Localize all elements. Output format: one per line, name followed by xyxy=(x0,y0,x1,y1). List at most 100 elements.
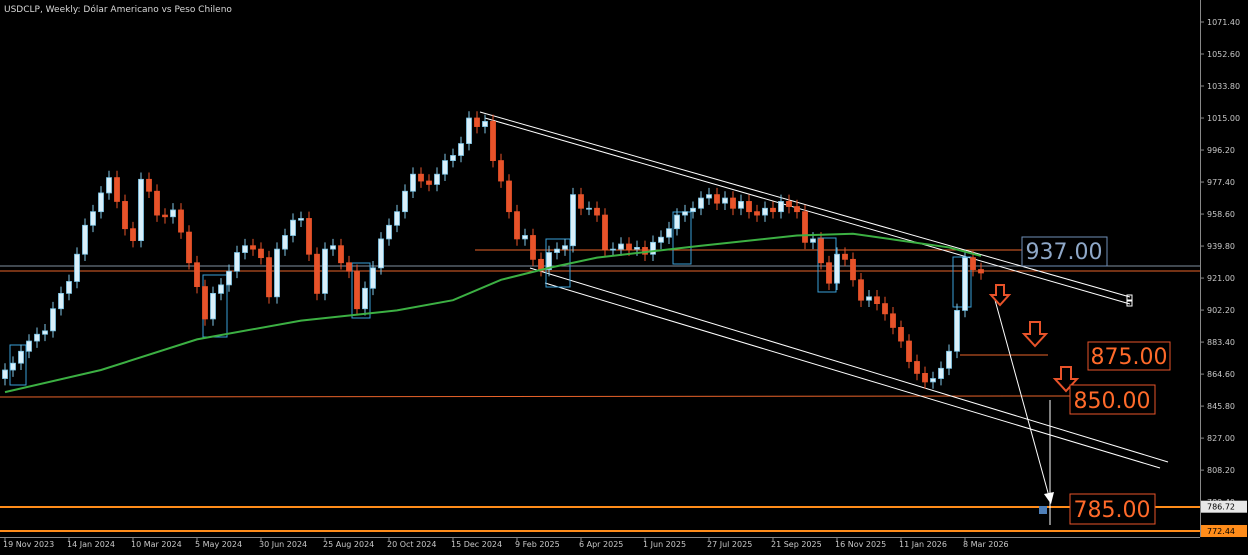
candle-body xyxy=(922,373,928,383)
annotation: 850.00 xyxy=(1074,389,1151,414)
candle-body xyxy=(530,235,536,260)
channel-line xyxy=(544,282,1161,469)
candle-body xyxy=(210,292,216,320)
candle-body xyxy=(578,194,584,209)
candle-body xyxy=(682,211,688,216)
candle-body xyxy=(218,284,224,294)
candle-body xyxy=(962,257,968,311)
x-tick-label: 30 Jun 2024 xyxy=(259,540,307,549)
candle-body xyxy=(394,211,400,226)
candle-body xyxy=(698,197,704,209)
y-tick-label: 808.20 xyxy=(1207,466,1235,475)
candle-body xyxy=(34,333,40,342)
candle-body xyxy=(346,262,352,272)
y-tick-label: 1071.40 xyxy=(1207,18,1240,27)
channel-line xyxy=(484,117,1131,305)
candle-body xyxy=(786,201,792,207)
candle-body xyxy=(426,180,432,185)
candle-body xyxy=(298,218,304,221)
candle-body xyxy=(754,211,760,216)
candle-body xyxy=(450,155,456,161)
candle-body xyxy=(482,121,488,127)
candle-body xyxy=(946,350,952,369)
candle-body xyxy=(370,267,376,289)
candle-body xyxy=(474,117,480,127)
annotation-box xyxy=(1069,493,1156,525)
candle-body xyxy=(658,236,664,243)
arrow-head xyxy=(1044,492,1054,504)
moving-average xyxy=(4,232,982,394)
candle-body xyxy=(818,238,824,264)
candle-body xyxy=(906,340,912,362)
price-label-box xyxy=(1201,525,1247,538)
down-arrow xyxy=(1021,321,1049,348)
candle-body xyxy=(138,178,144,242)
arrow-line xyxy=(994,299,1051,501)
candle-body xyxy=(634,247,640,250)
candle-body xyxy=(506,180,512,213)
handle xyxy=(1126,294,1133,301)
price-label: 786.72 xyxy=(1207,503,1235,512)
price-label-box xyxy=(1201,500,1247,513)
candle-body xyxy=(162,214,168,218)
x-tick-label: 11 Jan 2026 xyxy=(899,540,947,549)
x-tick-label: 15 Dec 2024 xyxy=(451,540,502,549)
candle-body xyxy=(626,243,632,250)
box xyxy=(672,211,692,265)
candle-body xyxy=(642,247,648,255)
candle-body xyxy=(594,207,600,216)
candle-body xyxy=(106,177,112,194)
y-tick-label: 845.80 xyxy=(1207,402,1235,411)
candle-body xyxy=(18,350,24,364)
candle-body xyxy=(610,248,616,251)
drawings xyxy=(0,111,1200,532)
candle-body xyxy=(674,214,680,230)
price-label: 772.44 xyxy=(1207,527,1235,536)
candle-body xyxy=(930,378,936,383)
x-tick-label: 21 Sep 2025 xyxy=(771,540,822,549)
candle-body xyxy=(194,262,200,287)
candle-body xyxy=(290,219,296,236)
x-tick-label: 20 Oct 2024 xyxy=(387,540,436,549)
y-tick-label: 902.20 xyxy=(1207,306,1235,315)
candle-body xyxy=(802,211,808,243)
box xyxy=(351,262,371,319)
candle-body xyxy=(50,308,56,332)
candle-body xyxy=(746,201,752,213)
down-arrow xyxy=(988,284,1012,307)
candle-body xyxy=(866,296,872,301)
annotation: 937.00 xyxy=(1026,240,1103,265)
x-tick-label: 6 Apr 2025 xyxy=(579,540,623,549)
annotations: 937.00 875.00 850.00 785.00 xyxy=(1021,236,1171,525)
candle-body xyxy=(74,253,80,282)
annotation-box xyxy=(1087,341,1171,371)
candle-body xyxy=(954,310,960,352)
handle xyxy=(1126,300,1133,307)
candle-body xyxy=(66,281,72,294)
candle-body xyxy=(98,192,104,213)
marker xyxy=(1039,506,1047,514)
x-tick-label: 1 Jun 2025 xyxy=(643,540,686,549)
candle-body xyxy=(714,194,720,204)
candle-body xyxy=(242,245,248,253)
y-tick-label: 1015.00 xyxy=(1207,114,1240,123)
y-tick-label: 977.40 xyxy=(1207,178,1235,187)
candle-body xyxy=(82,224,88,255)
candle-body xyxy=(770,207,776,213)
x-tick-label: 14 Jan 2024 xyxy=(67,540,115,549)
level-line xyxy=(0,395,1073,398)
y-tick-label: 996.20 xyxy=(1207,146,1235,155)
candle-body xyxy=(402,190,408,213)
candle-body xyxy=(178,209,184,233)
annotation: 785.00 xyxy=(1074,498,1151,523)
candle-body xyxy=(546,252,552,270)
x-tick-label: 27 Jul 2025 xyxy=(707,540,752,549)
candle-body xyxy=(570,194,576,247)
candle-body xyxy=(690,207,696,213)
x-tick-label: 9 Feb 2025 xyxy=(515,540,560,549)
y-tick-label: 958.60 xyxy=(1207,210,1235,219)
candle-body xyxy=(498,160,504,182)
candle-body xyxy=(794,206,800,213)
candle-body xyxy=(274,248,280,298)
y-tick-label: 827.00 xyxy=(1207,434,1235,443)
